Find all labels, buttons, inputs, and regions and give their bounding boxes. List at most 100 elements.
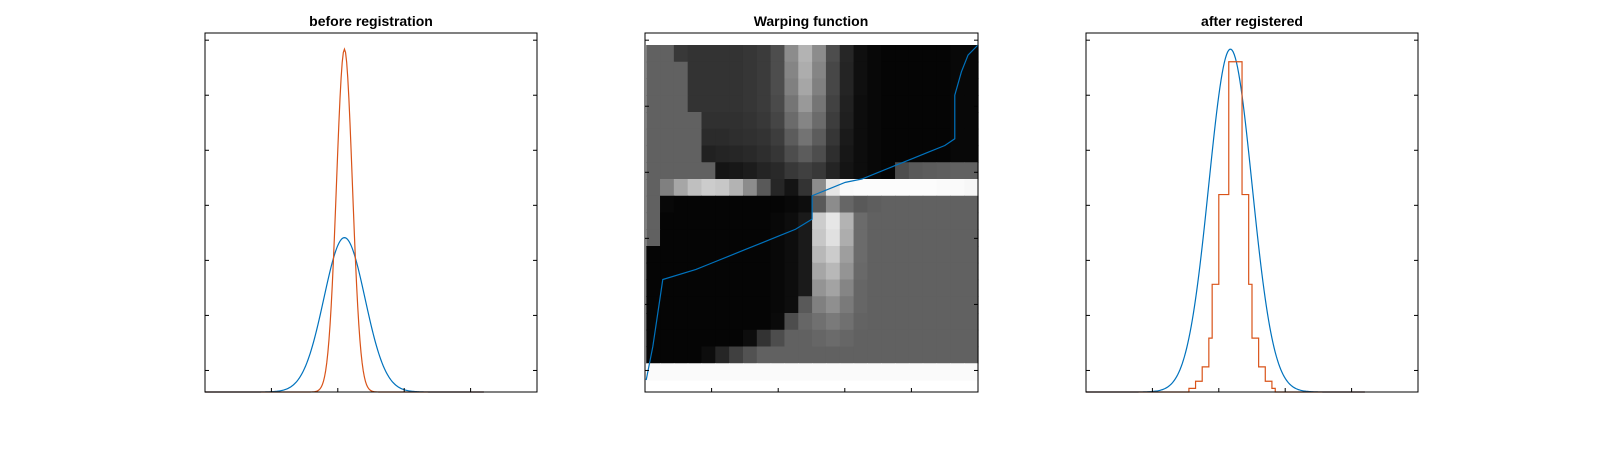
heatmap-cell [798,363,813,381]
heatmap-cell [798,346,813,364]
heatmap-cell [646,363,661,381]
heatmap-cell [825,145,841,163]
heatmap-cell [881,78,896,96]
heatmap-cell [922,212,938,230]
heatmap-cell [660,179,675,197]
heatmap-cell [881,45,896,63]
heatmap-cell [729,162,744,180]
heatmap-cell [673,61,689,80]
heatmap-cell [756,112,772,130]
heatmap-cell [867,45,882,63]
heatmap-cell [964,279,979,297]
heatmap-cell [950,45,965,63]
heatmap-cell [825,45,841,63]
heatmap-cell [908,195,924,214]
heatmap-cell [701,329,716,348]
heatmap-cell [895,246,910,264]
heatmap-cell [784,95,799,113]
heatmap-cell [715,229,730,247]
heatmap-cell [881,145,896,163]
heatmap-cell [798,279,813,297]
heatmap-cell [881,128,896,147]
chart-title-before-registration: before registration [309,13,433,29]
heatmap-cell [964,195,979,214]
heatmap-cell [729,246,744,264]
heatmap-cell [839,112,855,130]
heatmap-cell [660,313,675,331]
panel-before-registration: before registration [204,13,538,393]
heatmap-cell [839,279,855,297]
plot-area-before-registration [204,39,538,393]
heatmap-cell [936,296,951,314]
heatmap-cell [936,279,951,297]
heatmap-cell [756,212,772,230]
heatmap-cell [867,279,882,297]
heatmap-cell [839,212,855,230]
heatmap-cell [908,212,924,230]
heatmap-cell [687,145,703,163]
heatmap-cell [812,112,827,130]
heatmap-cell [729,346,744,364]
heatmap-cell [936,246,951,264]
heatmap-cell [756,179,772,197]
heatmap-cell [825,229,841,247]
heatmap-cell [715,212,730,230]
heatmap-cell [756,78,772,96]
heatmap-cell [742,212,758,230]
heatmap-cell [895,279,910,297]
heatmap-cell [673,363,689,381]
heatmap-cell [853,246,868,264]
heatmap-cell [715,162,730,180]
heatmap-cell [798,112,813,130]
heatmap-cell [756,329,772,348]
heatmap-cell [687,179,703,197]
heatmap-cell [936,162,951,180]
heatmap-cell [839,229,855,247]
heatmap-cell [798,95,813,113]
heatmap-cell [936,179,951,197]
heatmap-cell [936,78,951,96]
heatmap-cell [687,61,703,80]
heatmap-cell [867,179,882,197]
heatmap-cell [908,95,924,113]
heatmap-cell [660,329,675,348]
heatmap-cell [853,195,868,214]
heatmap-cell [908,229,924,247]
heatmap-cell [742,145,758,163]
heatmap-cell [729,296,744,314]
heatmap-cell [770,195,786,214]
heatmap-cell [660,195,675,214]
heatmap-cell [756,145,772,163]
heatmap-cell [908,128,924,147]
heatmap-cell [770,179,786,197]
heatmap-cell [715,179,730,197]
heatmap-cell [825,246,841,264]
heatmap-cell [770,128,786,147]
heatmap-cell [660,262,675,281]
heatmap-cell [701,212,716,230]
heatmap-cell [715,112,730,130]
heatmap-cell [701,363,716,381]
heatmap-cell [701,78,716,96]
heatmap-cell [673,279,689,297]
heatmap-cell [895,229,910,247]
heatmap-cell [673,246,689,264]
heatmap-cell [867,346,882,364]
heatmap-cell [660,296,675,314]
heatmap-cell [895,195,910,214]
heatmap-cell [881,346,896,364]
heatmap-cell [908,329,924,348]
heatmap-cell [881,112,896,130]
heatmap-cell [867,162,882,180]
heatmap-cell [646,45,661,63]
heatmap-cell [770,262,786,281]
heatmap-cell [798,145,813,163]
heatmap-cell [770,279,786,297]
heatmap-cell [853,212,868,230]
heatmap-cell [881,279,896,297]
heatmap-cell [825,262,841,281]
heatmap-cell [646,246,661,264]
heatmap-cell [729,279,744,297]
plot-area-warping-function [644,39,979,392]
heatmap-cell [646,346,661,364]
